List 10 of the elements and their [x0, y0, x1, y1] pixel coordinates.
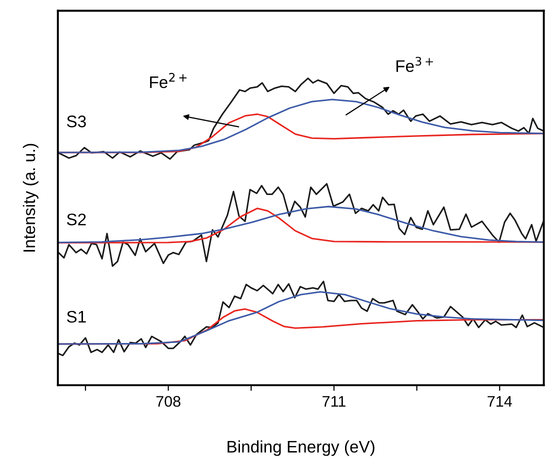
series-label: S2: [66, 214, 86, 226]
y-axis-title: Intensity (a. u.): [22, 144, 38, 252]
x-tick-label: 711: [322, 396, 346, 407]
x-tick-label: 708: [156, 396, 180, 407]
series-label: S1: [66, 310, 86, 323]
x-axis-title: Binding Energy (eV): [228, 440, 374, 456]
x-tick-label: 714: [488, 396, 512, 407]
text: Fe$^{3+}$: [396, 56, 433, 72]
series-label: S3: [66, 116, 86, 128]
annotation: Fe$^{2+}$: [150, 72, 187, 88]
